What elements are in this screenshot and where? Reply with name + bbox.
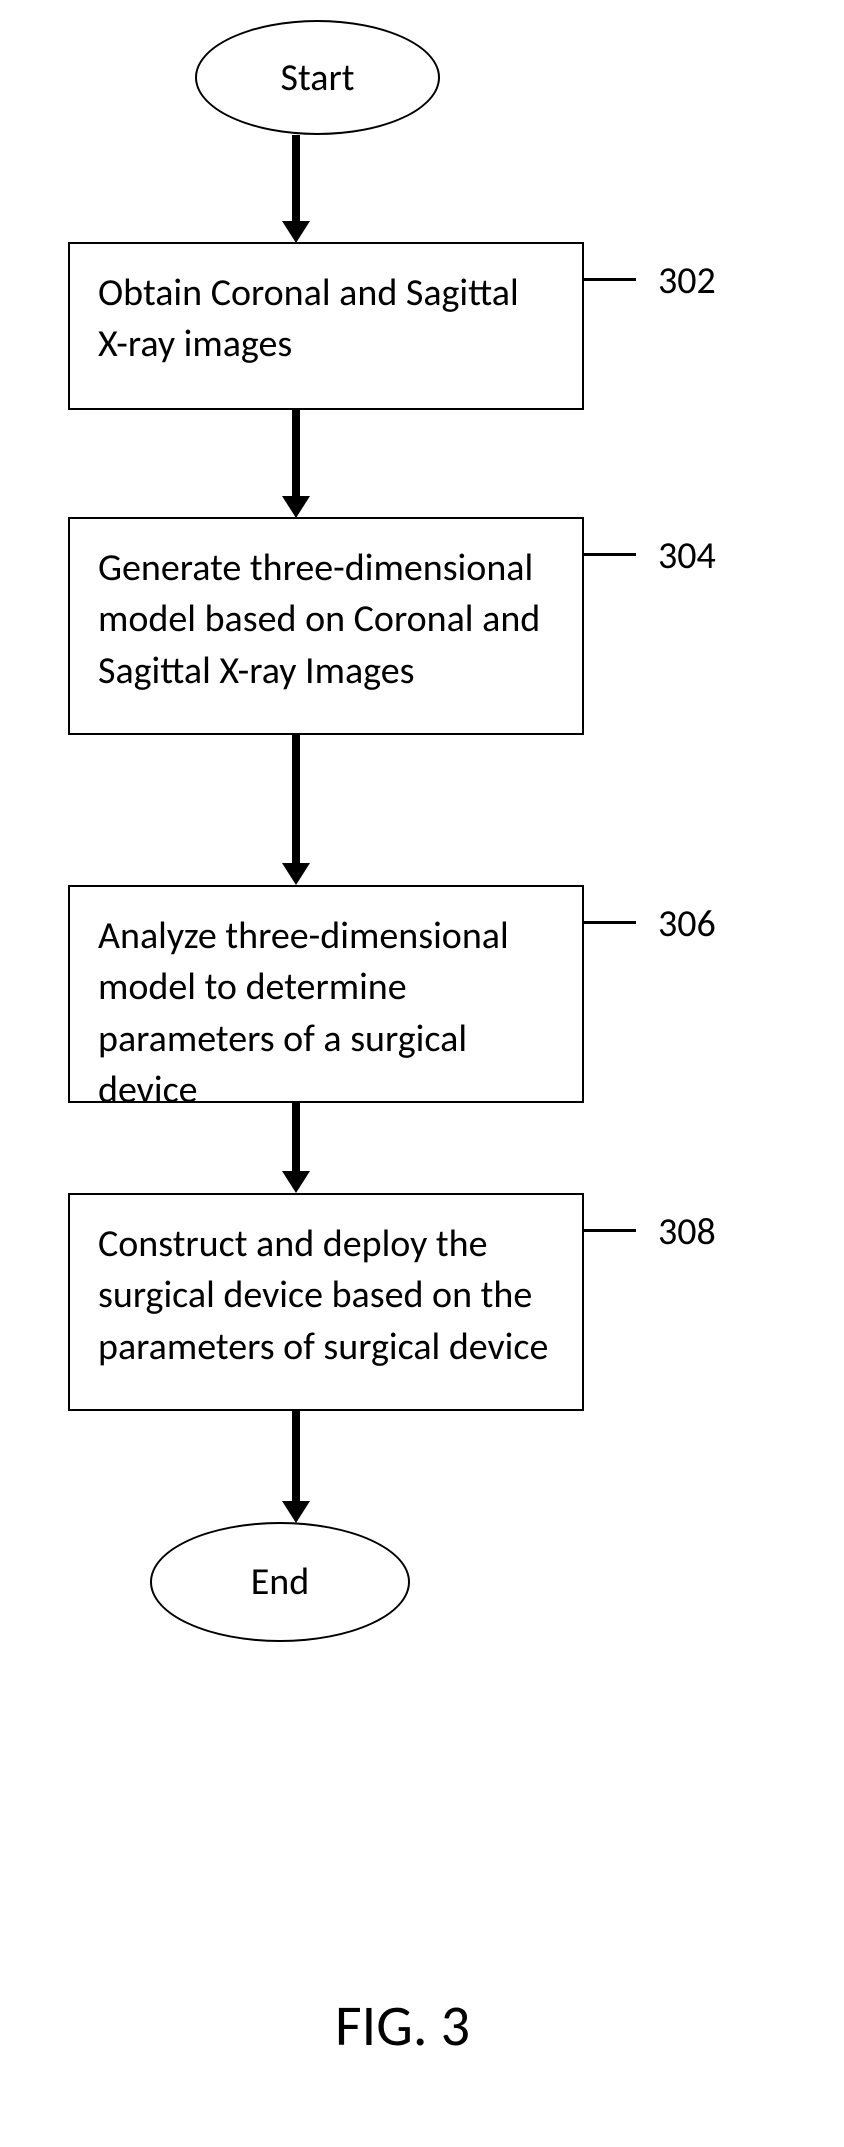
process-step-3: Analyze three-dimensional model to deter…	[68, 885, 584, 1103]
ref-label-4: 308	[658, 1209, 716, 1255]
end-label: End	[251, 1559, 309, 1605]
process-text-3: Analyze three-dimensional model to deter…	[98, 913, 509, 1113]
end-terminal: End	[150, 1522, 410, 1642]
flowchart-container: Start Obtain Coronal and Sagittal X-ray …	[0, 0, 844, 2147]
process-step-2: Generate three-dimensional model based o…	[68, 517, 584, 735]
process-text-1: Obtain Coronal and Sagittal X-ray images	[98, 270, 519, 367]
process-text-2: Generate three-dimensional model based o…	[98, 545, 540, 694]
process-step-1: Obtain Coronal and Sagittal X-ray images	[68, 242, 584, 410]
process-step-4: Construct and deploy the surgical device…	[68, 1193, 584, 1411]
process-text-4: Construct and deploy the surgical device…	[98, 1221, 548, 1370]
ref-label-2: 304	[658, 533, 716, 579]
ref-label-3: 306	[658, 901, 716, 947]
start-terminal: Start	[195, 20, 440, 135]
start-label: Start	[281, 55, 355, 101]
figure-label: FIG. 3	[335, 1990, 470, 2061]
ref-label-1: 302	[658, 258, 716, 304]
